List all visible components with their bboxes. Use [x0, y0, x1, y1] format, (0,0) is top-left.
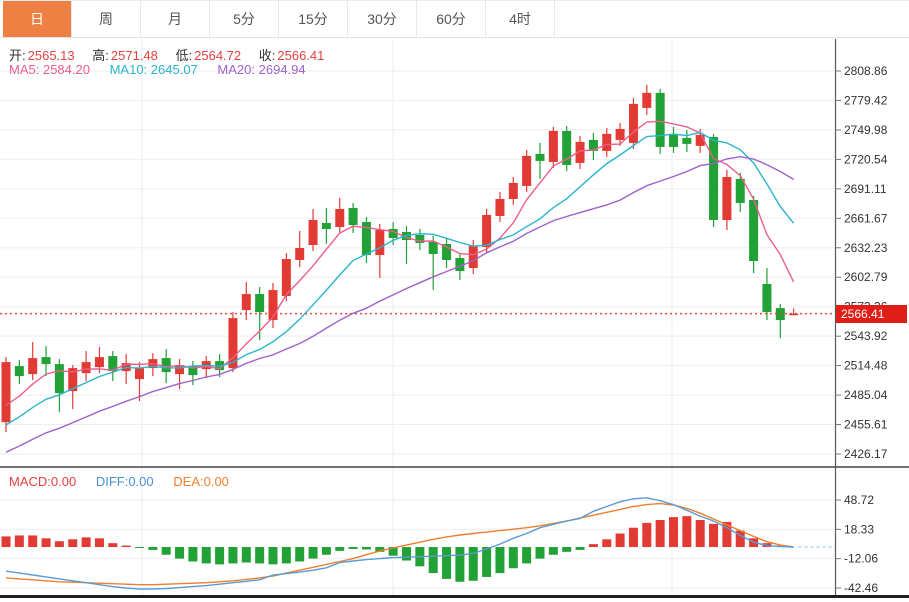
svg-text:2485.04: 2485.04	[844, 388, 888, 402]
svg-text:2808.86: 2808.86	[844, 64, 888, 78]
tab-30分[interactable]: 30分	[348, 1, 417, 37]
svg-text:18.33: 18.33	[844, 522, 874, 536]
tab-60分[interactable]: 60分	[417, 1, 486, 37]
low-label: 低:	[175, 48, 193, 63]
diff-line	[5, 497, 794, 590]
svg-text:2602.79: 2602.79	[844, 270, 888, 284]
ohlc-readout: 开: 2565.13 高: 2571.48 低: 2564.72 收: 2566.41	[9, 45, 324, 64]
tab-月[interactable]: 月	[141, 1, 210, 37]
tab-5分[interactable]: 5分	[210, 1, 279, 37]
ma5-line	[5, 120, 795, 406]
gridlines	[0, 39, 835, 595]
close-label: 收:	[258, 48, 276, 63]
dea-value-readout: DEA:0.00	[173, 474, 229, 489]
macd-panel	[1, 497, 835, 590]
svg-text:2455.61: 2455.61	[844, 418, 888, 432]
close-value: 2566.41	[277, 48, 325, 63]
tab-15分[interactable]: 15分	[279, 1, 348, 37]
tab-周[interactable]: 周	[72, 1, 141, 37]
ma-readout: MA5: 2584.20 MA10: 2645.07 MA20: 2694.94	[9, 62, 322, 77]
dea-line	[5, 502, 794, 586]
high-label: 高:	[92, 48, 109, 63]
tab-4时[interactable]: 4时	[486, 1, 555, 37]
tab-日[interactable]: 日	[3, 1, 72, 37]
ma20-line	[5, 155, 794, 453]
svg-text:2426.17: 2426.17	[844, 447, 888, 461]
svg-text:2691.11: 2691.11	[844, 182, 887, 196]
ma5-readout: MA5: 2584.20	[9, 62, 90, 77]
diff-value-readout: DIFF:0.00	[95, 474, 154, 489]
candlesticks	[1, 84, 799, 433]
svg-text:2514.48: 2514.48	[844, 359, 888, 373]
svg-text:48.72: 48.72	[844, 493, 874, 507]
svg-text:2720.54: 2720.54	[844, 152, 888, 166]
macd-readout: MACD:0.00 DIFF:0.00 DEA:0.00	[9, 474, 245, 489]
last-price-tag: 2566.41	[836, 305, 907, 323]
low-value: 2564.72	[194, 48, 242, 63]
timeframe-tabbar: 日周月 5分 15分 30分 60分 4时	[0, 0, 909, 38]
high-value: 2571.48	[110, 48, 158, 63]
ma10-line	[5, 131, 795, 426]
svg-text:-42.46: -42.46	[844, 581, 878, 595]
price-axis: 2808.86 2779.42 2749.98 2720.54 2691.11 2661.…	[835, 64, 888, 595]
svg-text:2632.23: 2632.23	[844, 241, 888, 255]
svg-text:2749.98: 2749.98	[844, 123, 888, 137]
open-value: 2565.13	[27, 48, 75, 63]
ma10-readout: MA10: 2645.07	[109, 62, 198, 77]
svg-text:2779.42: 2779.42	[844, 93, 888, 107]
svg-text:2661.67: 2661.67	[844, 211, 888, 225]
svg-text:-12.06: -12.06	[844, 552, 878, 566]
svg-text:2543.92: 2543.92	[844, 329, 888, 343]
ma20-readout: MA20: 2694.94	[217, 62, 306, 77]
open-label: 开:	[9, 48, 26, 63]
macd-value-readout: MACD:0.00	[9, 474, 77, 489]
